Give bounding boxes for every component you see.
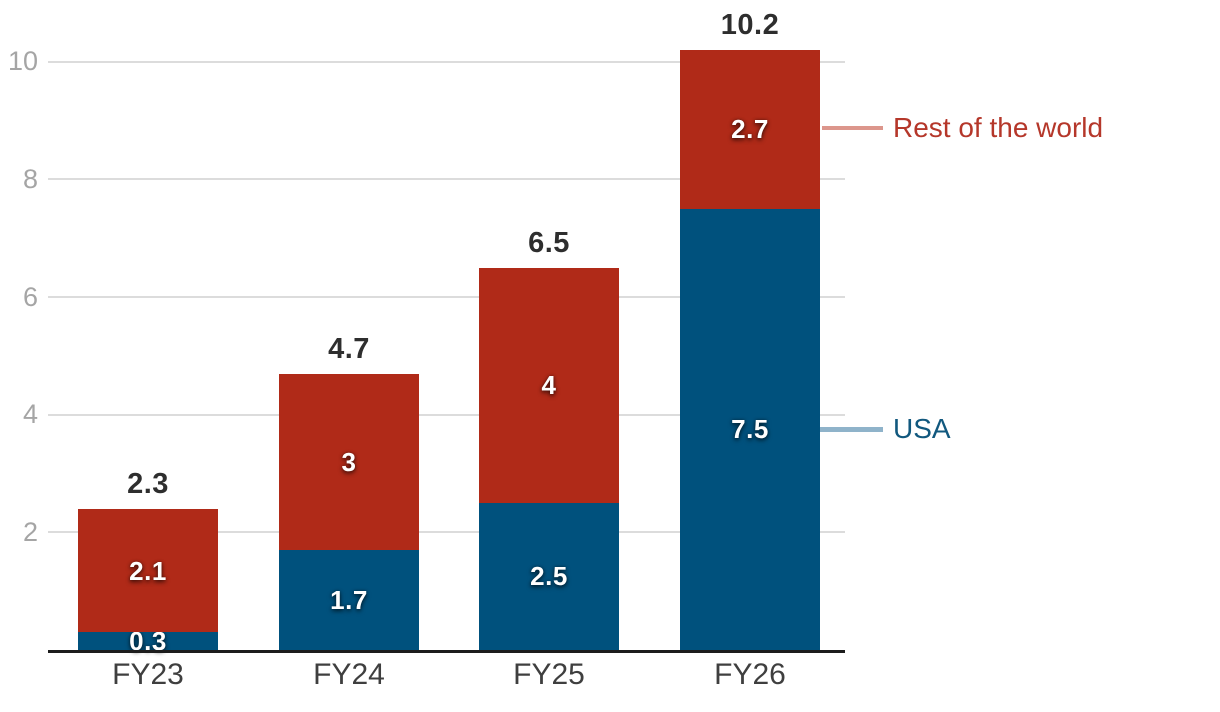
bar-value-label: 3	[341, 446, 357, 477]
x-axis-line	[48, 650, 845, 653]
y-tick-label-8: 8	[22, 163, 38, 194]
x-tick-label-FY23: FY23	[112, 658, 184, 691]
legend-label-usa: USA	[893, 413, 951, 444]
x-tick-label-FY25: FY25	[513, 658, 585, 691]
bar-segment-FY24-rest-of-the-world: 3	[279, 373, 419, 550]
bar-segment-FY23-rest-of-the-world: 2.1	[78, 508, 218, 633]
legend-label-rest-of-world: Rest of the world	[893, 112, 1104, 143]
gridline-y-2	[48, 531, 845, 534]
gridline-y-4	[48, 413, 845, 416]
gridline-y-10	[48, 60, 845, 63]
y-tick-label-6: 6	[22, 281, 38, 312]
bar-value-label: 4	[541, 370, 557, 401]
bar-total-label-FY25: 6.5	[528, 226, 570, 259]
bar-total-label-FY26: 10.2	[720, 8, 780, 41]
bar-value-label: 2.7	[731, 114, 769, 145]
gridline-y-8	[48, 178, 845, 181]
x-tick-label-FY24: FY24	[313, 658, 385, 691]
bar-total-label-FY23: 2.3	[127, 467, 169, 500]
bar-segment-FY25-rest-of-the-world: 4	[479, 267, 619, 503]
bar-value-label: 1.7	[330, 585, 368, 615]
bar-value-label: 2.1	[129, 555, 167, 586]
y-tick-label-10: 10	[7, 46, 38, 77]
bar-segment-FY24-usa: 1.7	[279, 550, 419, 650]
bar-value-label: 7.5	[731, 414, 769, 445]
bar-segment-FY25-usa: 2.5	[479, 502, 619, 650]
bar-segment-FY23-usa: 0.3	[78, 628, 218, 654]
bar-segment-FY26-usa: 7.5	[680, 208, 820, 650]
gridline-y-6	[48, 296, 845, 298]
bar-value-label: 2.5	[530, 561, 568, 592]
legend-line-usa	[820, 427, 883, 432]
bar-total-label-FY24: 4.7	[328, 332, 370, 365]
bar-segment-FY26-rest-of-the-world: 2.7	[680, 49, 820, 209]
legend-line-rest-of-world	[822, 126, 883, 130]
x-tick-label-FY26: FY26	[714, 658, 786, 691]
bar-value-label: 0.3	[129, 626, 167, 657]
y-tick-label-2: 2	[22, 516, 38, 547]
y-tick-label-4: 4	[22, 399, 38, 430]
